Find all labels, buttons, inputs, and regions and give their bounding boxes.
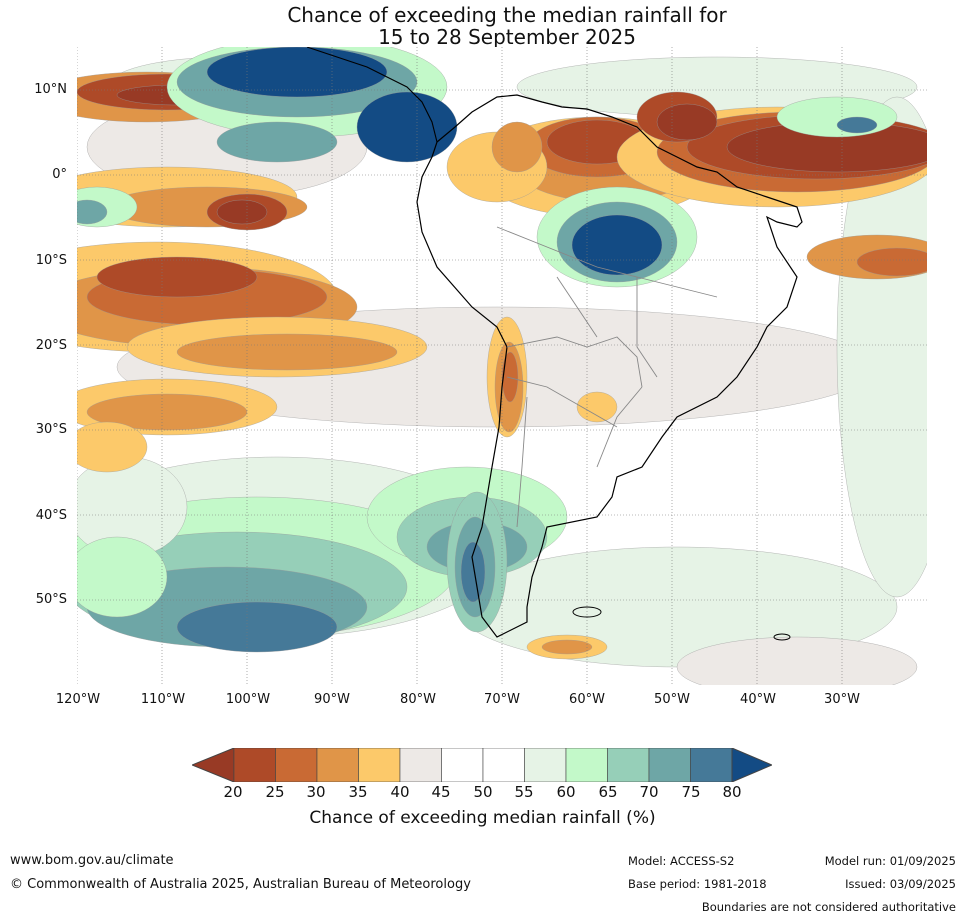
country-boundary xyxy=(596,386,643,468)
lat-label-40s: 40°S xyxy=(35,508,67,523)
colorbar-cell xyxy=(648,748,691,782)
colorbar-tick: 80 xyxy=(722,783,742,801)
lat-label-50s: 50°S xyxy=(35,592,67,607)
central-america-coastline xyxy=(306,47,438,143)
colorbar-tick: 50 xyxy=(473,783,493,801)
lon-label-40w: 40°W xyxy=(740,692,776,707)
colorbar-cells xyxy=(233,748,733,782)
colorbar-tick: 25 xyxy=(265,783,285,801)
country-boundary xyxy=(636,277,658,378)
colorbar-tick: 65 xyxy=(598,783,618,801)
map-title-line1: Chance of exceeding the median rainfall … xyxy=(287,3,727,27)
rainfall-region xyxy=(460,541,486,603)
colorbar-cell xyxy=(482,748,525,782)
lon-label-30w: 30°W xyxy=(824,692,860,707)
colorbar-tick: 45 xyxy=(431,783,451,801)
colorbar-tick: 30 xyxy=(306,783,326,801)
rainfall-region xyxy=(176,333,398,371)
lat-label-20s: 20°S xyxy=(35,338,67,353)
colorbar-cell xyxy=(524,748,567,782)
rainfall-region xyxy=(206,47,388,98)
colorbar-tick: 70 xyxy=(639,783,659,801)
lon-label-100w: 100°W xyxy=(225,692,271,707)
model-run-text: Model run: 01/09/2025 xyxy=(824,854,956,868)
colorbar-cell xyxy=(399,748,442,782)
colorbar-cell xyxy=(233,748,276,782)
rainfall-region xyxy=(776,96,898,138)
colorbar-tick: 55 xyxy=(514,783,534,801)
rainfall-region xyxy=(216,121,338,163)
colorbar-tick: 20 xyxy=(223,783,243,801)
rainfall-region xyxy=(501,351,519,403)
rainfall-region xyxy=(571,214,663,276)
rainfall-region xyxy=(77,536,168,618)
colorbar-cell xyxy=(275,748,318,782)
lat-label-10s: 10°S xyxy=(35,253,67,268)
colorbar-cell xyxy=(358,748,401,782)
colorbar-label: Chance of exceeding median rainfall (%) xyxy=(309,808,656,828)
south-georgia-island xyxy=(773,633,791,641)
lat-label-30s: 30°S xyxy=(35,422,67,437)
base-period-text: Base period: 1981-2018 xyxy=(628,877,767,891)
lon-label-90w: 90°W xyxy=(314,692,350,707)
coastlines xyxy=(306,47,803,641)
rainfall-map-canvas xyxy=(77,47,927,685)
lon-label-70w: 70°W xyxy=(484,692,520,707)
lon-label-50w: 50°W xyxy=(654,692,690,707)
rainfall-region xyxy=(541,639,593,655)
south-america-coastline xyxy=(416,94,803,638)
copyright-text: © Commonwealth of Australia 2025, Austra… xyxy=(10,877,471,892)
colorbar-cell xyxy=(690,748,733,782)
rainfall-region xyxy=(856,247,927,277)
map-title-line2: 15 to 28 September 2025 xyxy=(378,25,636,49)
lon-label-60w: 60°W xyxy=(569,692,605,707)
colorbar xyxy=(192,748,772,782)
rainfall-region xyxy=(77,421,148,473)
rainfall-region xyxy=(96,256,258,298)
colorbar-tick: 35 xyxy=(348,783,368,801)
country-boundary xyxy=(556,276,598,338)
map-title: Chance of exceeding the median rainfall … xyxy=(0,4,965,48)
lon-label-120w: 120°W xyxy=(55,692,101,707)
lat-label-0: 0° xyxy=(52,167,67,182)
lon-label-80w: 80°W xyxy=(400,692,436,707)
rainfall-map xyxy=(77,47,927,685)
rainfall-region xyxy=(576,391,618,423)
disclaimer-text: Boundaries are not considered authoritat… xyxy=(701,900,956,914)
colorbar-high-arrow xyxy=(731,748,772,782)
colorbar-cell xyxy=(565,748,608,782)
rainfall-region xyxy=(77,199,108,225)
country-boundary xyxy=(496,226,718,298)
rainfall-region xyxy=(656,103,718,141)
lat-label-10n: 10°N xyxy=(34,82,67,97)
rainfall-region xyxy=(836,96,927,598)
colorbar-low-arrow xyxy=(192,748,235,782)
colorbar-cell xyxy=(441,748,484,782)
rainfall-region xyxy=(216,199,268,225)
rainfall-region xyxy=(491,121,543,173)
country-boundary xyxy=(516,396,528,528)
colorbar-tick: 60 xyxy=(556,783,576,801)
country-boundary xyxy=(506,376,618,428)
falkland-islands xyxy=(572,606,602,618)
graticule xyxy=(77,47,927,685)
rainfall-region xyxy=(836,116,878,134)
colorbar-cell xyxy=(316,748,359,782)
colorbar-cell xyxy=(607,748,650,782)
model-text: Model: ACCESS-S2 xyxy=(628,854,735,868)
rainfall-region xyxy=(676,636,918,685)
issued-text: Issued: 03/09/2025 xyxy=(845,877,956,891)
website-link[interactable]: www.bom.gov.au/climate xyxy=(10,853,174,868)
colorbar-tick: 40 xyxy=(390,783,410,801)
rainfall-region xyxy=(176,601,338,653)
rainfall-region xyxy=(356,91,458,163)
country-boundary xyxy=(506,336,643,388)
colorbar-tick: 75 xyxy=(681,783,701,801)
lon-label-110w: 110°W xyxy=(140,692,186,707)
